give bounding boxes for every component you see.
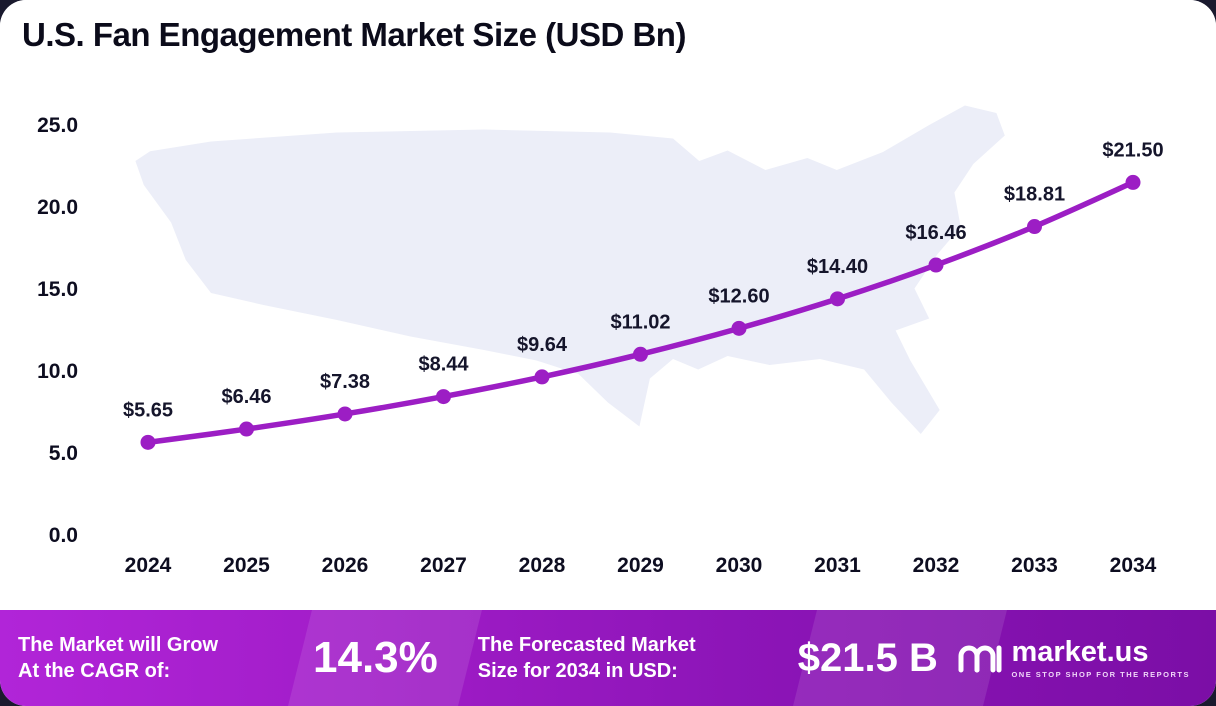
forecast-label: The Forecasted Market Size for 2034 in U… bbox=[478, 632, 778, 684]
x-axis-tick-label: 2031 bbox=[814, 554, 861, 577]
chart-section: U.S. Fan Engagement Market Size (USD Bn)… bbox=[22, 16, 1164, 577]
x-axis-tick-label: 2030 bbox=[716, 554, 763, 577]
page-title: U.S. Fan Engagement Market Size (USD Bn) bbox=[22, 16, 686, 53]
data-point-2029 bbox=[633, 346, 648, 362]
logo-tagline: ONE STOP SHOP FOR THE REPORTS bbox=[1011, 669, 1190, 679]
data-point-2032 bbox=[928, 257, 944, 273]
marketus-logo-text: market.us ONE STOP SHOP FOR THE REPORTS bbox=[1011, 635, 1190, 679]
y-axis-tick-label: 5.0 bbox=[49, 442, 78, 465]
x-axis-tick-label: 2028 bbox=[519, 554, 566, 577]
data-point-2034 bbox=[1125, 174, 1141, 190]
marketus-logo-icon bbox=[958, 645, 1002, 673]
cagr-label: The Market will Grow At the CAGR of: bbox=[18, 632, 283, 684]
footer-bar: The Market will Grow At the CAGR of: 14.… bbox=[0, 610, 1216, 706]
market-size-line-chart: 0.0 5.0 10.0 15.0 20.0 25.0 2024 2025 2026 2027 20… bbox=[37, 105, 1164, 577]
y-axis-tick-label: 0.0 bbox=[49, 524, 78, 547]
x-axis-tick-label: 2024 bbox=[125, 554, 172, 577]
data-point-2030 bbox=[731, 320, 747, 336]
x-axis-tick-label: 2032 bbox=[913, 554, 960, 577]
data-point-label-2027: $8.44 bbox=[418, 354, 469, 376]
data-point-label-2028: $9.64 bbox=[517, 334, 568, 356]
cagr-label-line2: At the CAGR of: bbox=[18, 660, 171, 682]
data-point-label-2026: $7.38 bbox=[320, 371, 370, 393]
forecast-label-line1: The Forecasted Market bbox=[477, 634, 696, 656]
y-axis-tick-label: 10.0 bbox=[37, 360, 78, 383]
x-axis-tick-label: 2029 bbox=[617, 554, 664, 577]
x-axis-tick-label: 2033 bbox=[1011, 554, 1058, 577]
y-axis-tick-label: 15.0 bbox=[37, 278, 78, 301]
us-map-silhouette bbox=[135, 105, 1005, 434]
x-axis-tick-label: 2027 bbox=[420, 554, 467, 577]
data-point-label-2032: $16.46 bbox=[905, 222, 966, 244]
y-axis-tick-label: 20.0 bbox=[37, 196, 78, 219]
forecast-label-line2: Size for 2034 in USD: bbox=[477, 660, 678, 682]
data-point-2033 bbox=[1027, 219, 1042, 235]
x-axis-tick-label: 2025 bbox=[223, 554, 270, 577]
data-point-label-2029: $11.02 bbox=[610, 311, 670, 333]
cagr-label-line1: The Market will Grow bbox=[18, 634, 219, 656]
data-point-2026 bbox=[337, 406, 353, 422]
cagr-value: 14.3% bbox=[313, 633, 438, 682]
data-point-2027 bbox=[436, 389, 451, 405]
forecast-value: $21.5 B bbox=[797, 635, 938, 680]
data-point-label-2024: $5.65 bbox=[123, 399, 173, 421]
data-point-2031 bbox=[830, 291, 845, 307]
logo-name: market.us bbox=[1011, 635, 1149, 668]
y-axis-tick-label: 25.0 bbox=[37, 114, 78, 137]
data-point-label-2030: $12.60 bbox=[708, 285, 769, 307]
data-point-label-2033: $18.81 bbox=[1004, 184, 1065, 206]
data-point-2025 bbox=[239, 421, 254, 437]
data-point-label-2034: $21.50 bbox=[1102, 139, 1163, 161]
data-point-2024 bbox=[140, 434, 156, 450]
data-point-label-2031: $14.40 bbox=[807, 256, 868, 278]
marketus-logo: market.us ONE STOP SHOP FOR THE REPORTS bbox=[956, 635, 1190, 679]
data-point-label-2025: $6.46 bbox=[221, 386, 271, 408]
data-point-2028 bbox=[534, 369, 550, 385]
x-axis-tick-label: 2026 bbox=[322, 554, 369, 577]
x-axis-tick-label: 2034 bbox=[1110, 554, 1157, 577]
